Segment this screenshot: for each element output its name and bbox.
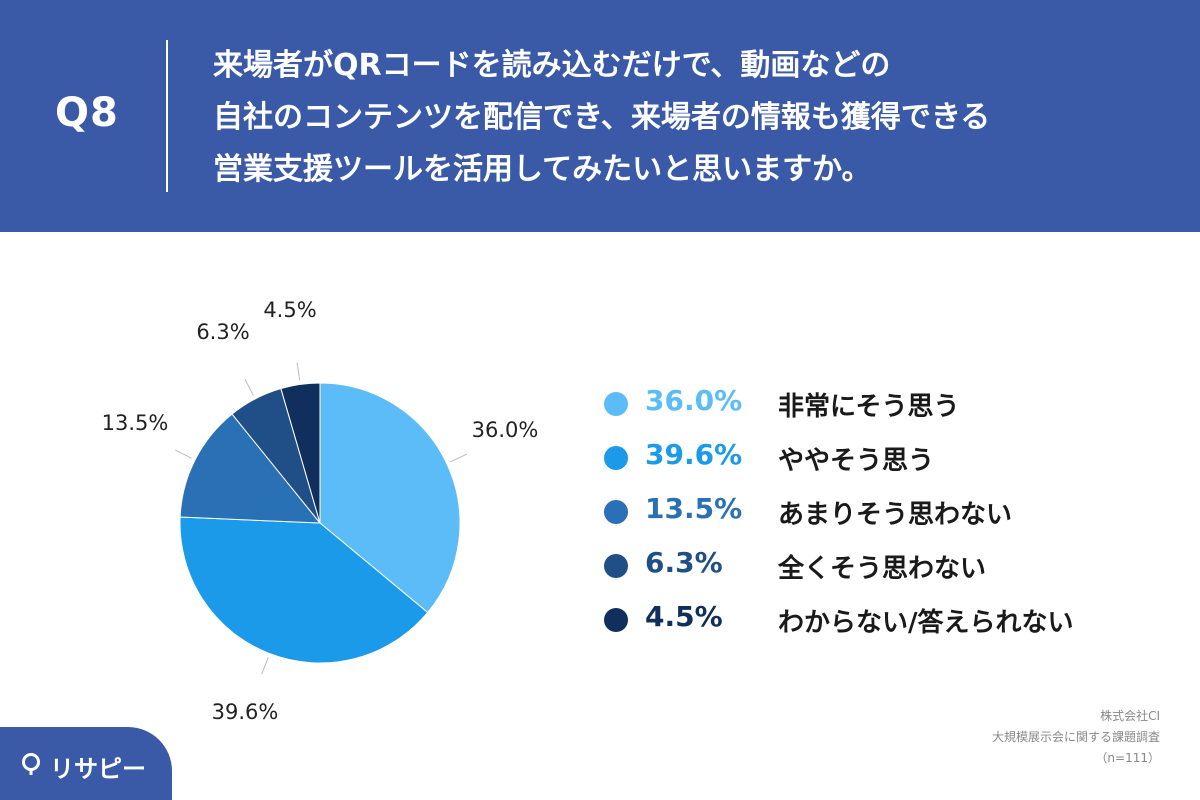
chart-panel: 36.0% 39.6% 13.5% 6.3% 4.5% 36.0% 非常にそう思う 39…	[0, 232, 1200, 800]
legend-pct: 4.5%	[645, 600, 723, 633]
legend-swatch	[604, 392, 628, 416]
pie-slice	[179, 413, 322, 524]
pie-leader-line	[296, 362, 301, 381]
question-line-1: 来場者がQRコードを読み込むだけで、動画などの	[213, 48, 891, 83]
legend-label: わからない/答えられない	[778, 608, 1074, 638]
legend-pct: 6.3%	[645, 546, 723, 579]
source-sample: （n=111）	[1095, 751, 1160, 765]
question-line-3: 営業支援ツールを活用してみたいと思いますか。	[213, 152, 872, 187]
legend-item: 6.3% 全くそう思わない	[600, 542, 1160, 596]
legend-item: 36.0% 非常にそう思う	[600, 380, 1160, 434]
legend-swatch	[604, 446, 628, 470]
pie-leader-line	[175, 449, 192, 459]
pie-slice	[179, 516, 429, 664]
pie-data-label: 13.5%	[102, 411, 169, 435]
legend-swatch	[604, 554, 628, 578]
legend-label: 全くそう思わない	[778, 554, 987, 584]
source-note: 株式会社CI 大規模展示会に関する課題調査 （n=111）	[992, 706, 1160, 769]
source-company: 株式会社CI	[1100, 709, 1160, 723]
pie-slice	[319, 382, 461, 614]
pie-data-label: 6.3%	[196, 320, 249, 344]
logo-text: リサピー	[50, 755, 146, 783]
question-line-2: 自社のコンテンツを配信でき、来場者の情報も獲得できる	[213, 100, 991, 135]
legend-pct: 13.5%	[645, 492, 743, 525]
location-pin-icon	[22, 753, 40, 775]
legend-label: あまりそう思わない	[778, 500, 1013, 530]
header-divider	[166, 40, 168, 192]
question-number: Q8	[55, 90, 119, 136]
source-survey: 大規模展示会に関する課題調査	[991, 730, 1160, 744]
legend-label: 非常にそう思う	[778, 392, 960, 422]
legend-label: ややそう思う	[778, 446, 935, 476]
pie-data-label: 39.6%	[212, 700, 279, 724]
legend: 36.0% 非常にそう思う 39.6% ややそう思う 13.5% あまりそう思わ…	[600, 380, 1160, 650]
legend-item: 39.6% ややそう思う	[600, 434, 1160, 488]
pie-data-label: 4.5%	[263, 298, 316, 322]
brand-logo: リサピー	[0, 727, 172, 800]
pie-leader-line	[261, 657, 269, 675]
legend-swatch	[604, 608, 628, 632]
question-text: 来場者がQRコードを読み込むだけで、動画などの 自社のコンテンツを配信でき、来場…	[213, 40, 1173, 196]
legend-item: 4.5% わからない/答えられない	[600, 596, 1160, 650]
header: Q8 来場者がQRコードを読み込むだけで、動画などの 自社のコンテンツを配信でき…	[0, 0, 1200, 232]
pie-slice	[280, 382, 321, 524]
pie-leader-line	[244, 379, 254, 396]
pie-chart: 36.0% 39.6% 13.5% 6.3% 4.5%	[102, 298, 539, 724]
legend-pct: 36.0%	[645, 384, 743, 417]
legend-pct: 39.6%	[645, 438, 743, 471]
legend-swatch	[604, 500, 628, 524]
pie-data-label: 36.0%	[472, 418, 539, 442]
legend-item: 13.5% あまりそう思わない	[600, 488, 1160, 542]
pie-leader-line	[450, 453, 467, 463]
